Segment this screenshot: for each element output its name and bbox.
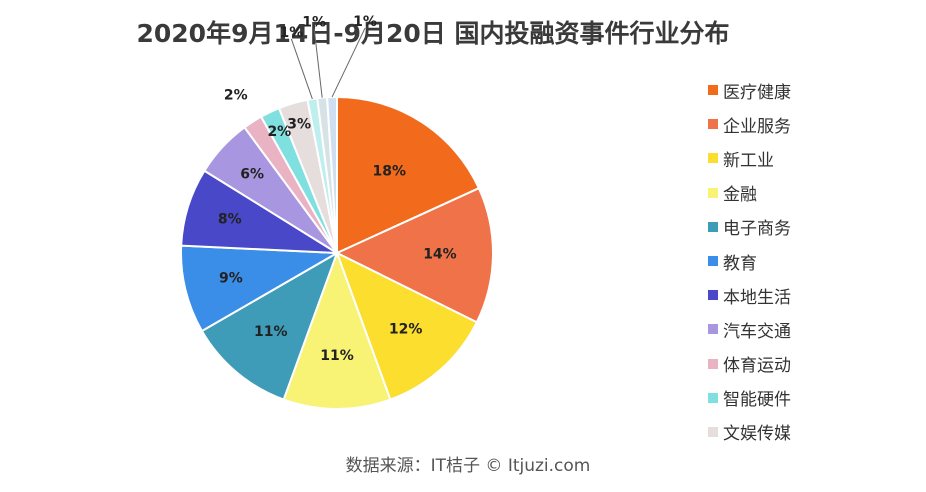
chart-title: 2020年9月14日-9月20日 国内投融资事件行业分布 xyxy=(136,19,730,48)
legend-swatch xyxy=(708,187,718,198)
slice-label: 11% xyxy=(254,324,288,340)
legend-label: 新工业 xyxy=(723,150,774,171)
legend-label: 企业服务 xyxy=(723,116,791,137)
legend-item: 企业服务 xyxy=(708,107,791,141)
legend-item: 汽车交通 xyxy=(708,312,791,346)
legend-swatch xyxy=(708,119,718,130)
legend-item: 医疗健康 xyxy=(708,73,791,107)
leader-line xyxy=(313,28,323,98)
legend-item: 教育 xyxy=(708,244,791,278)
slice-label: 14% xyxy=(423,247,457,263)
pie-slices xyxy=(180,95,494,410)
pie-slice xyxy=(282,250,392,410)
pie-slice xyxy=(200,250,339,401)
slice-label: 9% xyxy=(219,271,243,287)
legend-label: 医疗健康 xyxy=(723,82,791,103)
legend-label: 文娱传媒 xyxy=(723,424,791,445)
legend-swatch xyxy=(708,153,718,164)
slice-label: 18% xyxy=(373,164,407,180)
legend-label: 金融 xyxy=(723,185,757,206)
slice-label: 2% xyxy=(267,124,291,140)
legend-item: 金融 xyxy=(708,176,791,210)
legend-item: 体育运动 xyxy=(708,347,791,381)
pie-slice xyxy=(180,244,341,333)
slice-label: 1% xyxy=(353,14,377,30)
legend-label: 本地生活 xyxy=(723,287,791,308)
chart-legend: 医疗健康企业服务新工业金融电子商务教育本地生活汽车交通体育运动智能硬件文娱传媒 xyxy=(708,73,791,449)
legend-swatch xyxy=(708,392,718,403)
legend-label: 教育 xyxy=(723,253,757,274)
leader-lines xyxy=(290,27,366,100)
pie-slice xyxy=(336,95,481,255)
slice-label: 6% xyxy=(240,167,264,183)
pie-slice xyxy=(335,250,479,401)
legend-swatch xyxy=(708,221,718,232)
legend-item: 智能硬件 xyxy=(708,381,791,415)
slice-label: 8% xyxy=(218,212,242,228)
legend-swatch xyxy=(708,290,718,301)
leader-line xyxy=(331,27,366,98)
legend-item: 文娱传媒 xyxy=(708,415,791,449)
legend-label: 汽车交通 xyxy=(723,321,791,342)
legend-swatch xyxy=(708,256,718,267)
legend-swatch xyxy=(708,426,718,437)
slice-label: 2% xyxy=(224,88,248,104)
legend-item: 本地生活 xyxy=(708,278,791,312)
slice-label: 1% xyxy=(302,15,326,31)
legend-swatch xyxy=(708,85,718,96)
legend-item: 新工业 xyxy=(708,141,791,175)
legend-swatch xyxy=(708,358,718,369)
pie-slice xyxy=(334,186,494,324)
legend-label: 智能硬件 xyxy=(723,390,791,411)
leader-line xyxy=(290,38,313,100)
slice-labels: 18%14%12%11%11%9%8%6%2%2%3%1%1% 1% xyxy=(218,14,457,364)
data-source: 数据来源：IT桔子 © Itjuzi.com xyxy=(345,456,591,476)
legend-label: 电子商务 xyxy=(723,219,791,240)
legend-swatch xyxy=(708,324,718,335)
legend-label: 体育运动 xyxy=(723,356,791,377)
slice-label: 1% xyxy=(279,25,303,41)
slice-label: 11% xyxy=(320,348,354,364)
legend-item: 电子商务 xyxy=(708,210,791,244)
slice-label: 3% xyxy=(287,116,311,132)
slice-label: 12% xyxy=(389,322,423,338)
